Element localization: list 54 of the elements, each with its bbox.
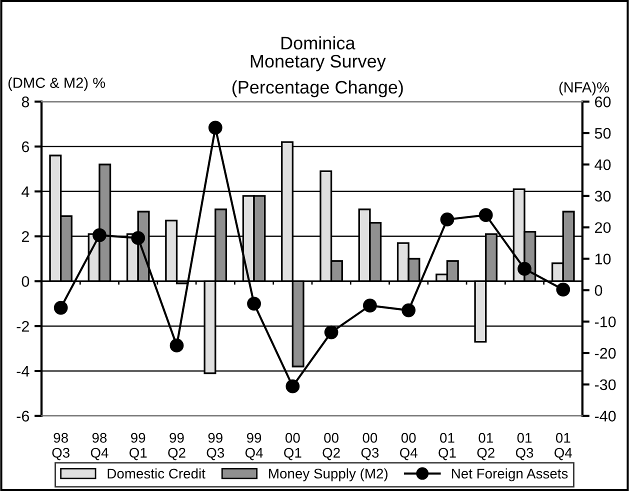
y-tick-label: -2 xyxy=(16,320,29,332)
y2-tick-label: 40 xyxy=(594,159,611,170)
x-tick-label: 00 Q3 xyxy=(361,432,379,460)
x-tick-label: 01 Q4 xyxy=(554,432,572,460)
x-tick-label: 98 Q4 xyxy=(90,432,108,460)
x-tick-label: 99 Q2 xyxy=(168,432,186,460)
y2-axis-title: (NFA)% xyxy=(559,82,609,96)
x-tick-label: 00 Q1 xyxy=(284,432,302,460)
point xyxy=(556,282,570,296)
x-tick-label: 99 Q3 xyxy=(206,432,224,460)
y2-tick-label: -10 xyxy=(594,316,616,328)
point xyxy=(208,120,222,135)
y2-tick-label: 0 xyxy=(594,285,602,296)
point xyxy=(170,338,184,352)
legend-label: Net Foreign Assets xyxy=(452,468,568,482)
point xyxy=(247,296,261,311)
y-tick-label: 6 xyxy=(22,141,30,152)
legend-label: Domestic Credit xyxy=(108,468,206,479)
x-tick-label: 00 Q4 xyxy=(400,432,418,460)
chart-subtitle: (Percentage Change) xyxy=(232,80,403,98)
point xyxy=(54,300,68,315)
point xyxy=(131,231,146,245)
y2-tick-label: 20 xyxy=(595,222,611,234)
x-tick-label: 99 Q1 xyxy=(130,432,147,460)
y2-tick-label: 50 xyxy=(594,128,611,139)
y-tick-label: 2 xyxy=(22,231,29,242)
x-tick-label: 01 Q2 xyxy=(477,432,494,460)
y2-tick-label: 60 xyxy=(595,96,611,108)
point xyxy=(440,212,454,226)
point xyxy=(478,208,493,222)
point xyxy=(324,325,338,340)
y-tick-label: 8 xyxy=(22,96,30,108)
point xyxy=(286,379,300,394)
x-tick-label: 01 Q3 xyxy=(516,432,534,460)
y2-tick-label: -30 xyxy=(594,379,616,390)
chart-title: Dominica Monetary Survey xyxy=(250,36,386,72)
x-tick-label: 99 Q4 xyxy=(245,432,263,460)
y-tick-label: 4 xyxy=(22,186,30,197)
y2-tick-label: 30 xyxy=(594,190,611,202)
y2-tick-label: 10 xyxy=(595,254,611,264)
legend-label: Money Supply (M2) xyxy=(269,468,388,482)
y2-tick-label: -40 xyxy=(594,410,616,422)
point xyxy=(518,262,532,276)
y-axis-title: (DMC & M2) % xyxy=(8,77,106,91)
point xyxy=(92,228,106,242)
y-tick-label: -4 xyxy=(16,366,30,377)
y-tick-label: -6 xyxy=(16,410,30,422)
x-tick-label: 00 Q2 xyxy=(322,432,340,460)
x-tick-label: 98 Q3 xyxy=(52,432,70,460)
point xyxy=(402,303,416,318)
y-tick-label: 0 xyxy=(22,276,30,287)
x-tick-label: 01 Q1 xyxy=(438,432,456,460)
point xyxy=(362,298,377,313)
y2-tick-label: -20 xyxy=(594,348,616,359)
